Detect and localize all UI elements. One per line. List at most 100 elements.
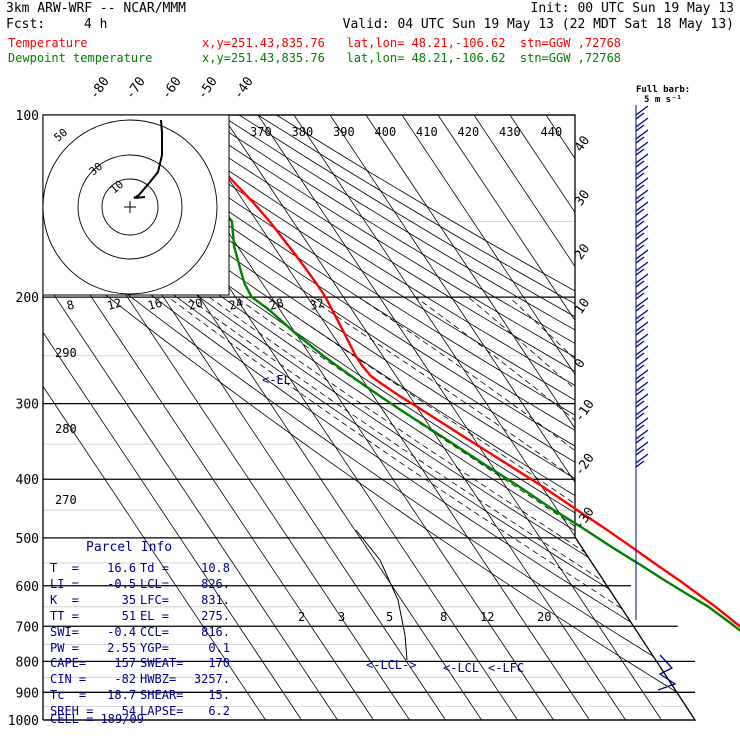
barb-legend-value: 5 m s⁻¹ [644,95,682,105]
dry-adiabat [182,115,695,720]
parcel-info-title: Parcel Info [86,540,173,555]
wind-barb [635,124,645,132]
wind-barb [635,352,645,360]
theta-label: 390 [333,125,355,139]
parcel-key: LI = [50,576,79,591]
hodo-speed-label: 28 [268,296,286,313]
wind-barb [635,441,649,452]
theta-label: 380 [292,125,314,139]
parcel-row: SREH = 54 LAPSE= 6.2 [50,704,230,720]
theta-left-label: 280 [55,422,77,436]
parcel-key: K = [50,592,79,607]
mixing-ratio-label: 3 [338,610,345,624]
wind-barb [635,405,649,416]
wind-barb [635,292,645,300]
parcel-key: HWBZ= [140,672,177,687]
wind-barb [635,196,645,204]
hodograph-box [42,114,230,296]
isotherm-label: -10 [572,397,598,425]
pressure-tick: 500 [16,532,39,547]
theta-label: 440 [541,125,563,139]
moist-adiabat [358,296,695,720]
wind-barb [635,388,645,396]
wind-barb [635,429,649,440]
sounding-lines [174,114,740,661]
lfc-annotation: <-LFC [488,661,524,675]
parcel-row: SWI= -0.4 CCL= 816. [50,625,230,641]
wind-barb [635,129,649,140]
parcel-value: -0.5 [107,576,137,591]
wind-barb [635,417,649,428]
dewpoint-line [179,114,740,632]
parcel-key: LAPSE= [140,704,184,719]
isotherm-label: -70 [123,74,149,102]
wind-barb [635,237,649,248]
parcel-key: EL = [140,608,169,623]
wind-barb [635,369,649,380]
hodograph-ring [101,178,159,236]
wind-barb [635,448,645,456]
parcel-value: 16.6 [107,561,137,575]
wind-barb [635,105,649,116]
mixing-ratio-label: 8 [440,610,447,624]
wind-barb [635,225,649,236]
chart-labels: 100 200 300 400 500 600 700 800 900 1000 -80 -70 -60… [8,74,598,729]
isotherm-line [43,115,338,720]
wind-barb [635,460,645,468]
parcel-value: -0.4 [107,624,137,639]
wind-barb [635,316,645,324]
wind-barb [635,249,649,260]
mixing-ratio-line [704,586,740,720]
theta-label: 430 [499,125,521,139]
parcel-key: SWI= [50,624,79,639]
hodo-speed-label: 8 [65,298,76,313]
theta-label: 370 [250,125,272,139]
parcel-value: 10.8 [201,561,230,575]
pressure-tick: 200 [16,291,39,306]
moist-adiabat [467,296,695,720]
wind-barb [635,232,645,240]
parcel-value: 826. [201,576,230,591]
wind-barb [635,357,649,368]
forecast-hour: 4 h [84,17,108,32]
wind-barb [635,412,645,420]
parcel-row: K = 35 LFC= 831. [50,593,230,609]
temperature-line [174,119,740,628]
wind-barb [635,273,649,284]
wind-barb [635,141,649,152]
isotherm-label: -50 [195,74,221,102]
parcel-value: 2.55 [107,640,137,655]
hodograph-ring [42,119,218,295]
dry-adiabat [43,115,695,720]
moist-adiabat [267,296,695,720]
theta-label: 420 [458,125,480,139]
hodo-speed-label: 32 [308,296,326,313]
wind-barb [635,184,645,192]
wind-barb [635,304,645,312]
parcel-value: 157 [114,656,137,671]
parcel-value: 831. [201,592,230,607]
dry-adiabat [145,115,695,720]
parcel-row: Tc = 18.7 SHEAR= 15. [50,688,230,704]
pressure-tick: 900 [16,686,39,701]
parcel-key: LFC= [140,592,169,607]
parcel-value: -82 [114,672,137,687]
parcel-key: SREH = [50,704,94,719]
wind-barb [635,297,649,308]
moist-adiabat [186,296,695,720]
moist-adiabat [509,296,695,720]
isotherm-line [581,115,695,720]
hodograph-trace [133,119,163,199]
hodo-speed-label: 12 [106,296,124,313]
wind-barb [635,172,645,180]
parcel-row: T = 16.6 Td = 10.8 [50,561,230,577]
isotherm-label: -80 [87,74,113,102]
parcel-value: 15. [208,688,230,703]
wind-barb [635,136,645,144]
wind-barb [635,112,645,120]
mixing-ratio-line [661,585,695,720]
isotherm-label: 20 [572,241,593,262]
wind-barb [635,309,649,320]
parcel-key: TT = [50,608,79,623]
